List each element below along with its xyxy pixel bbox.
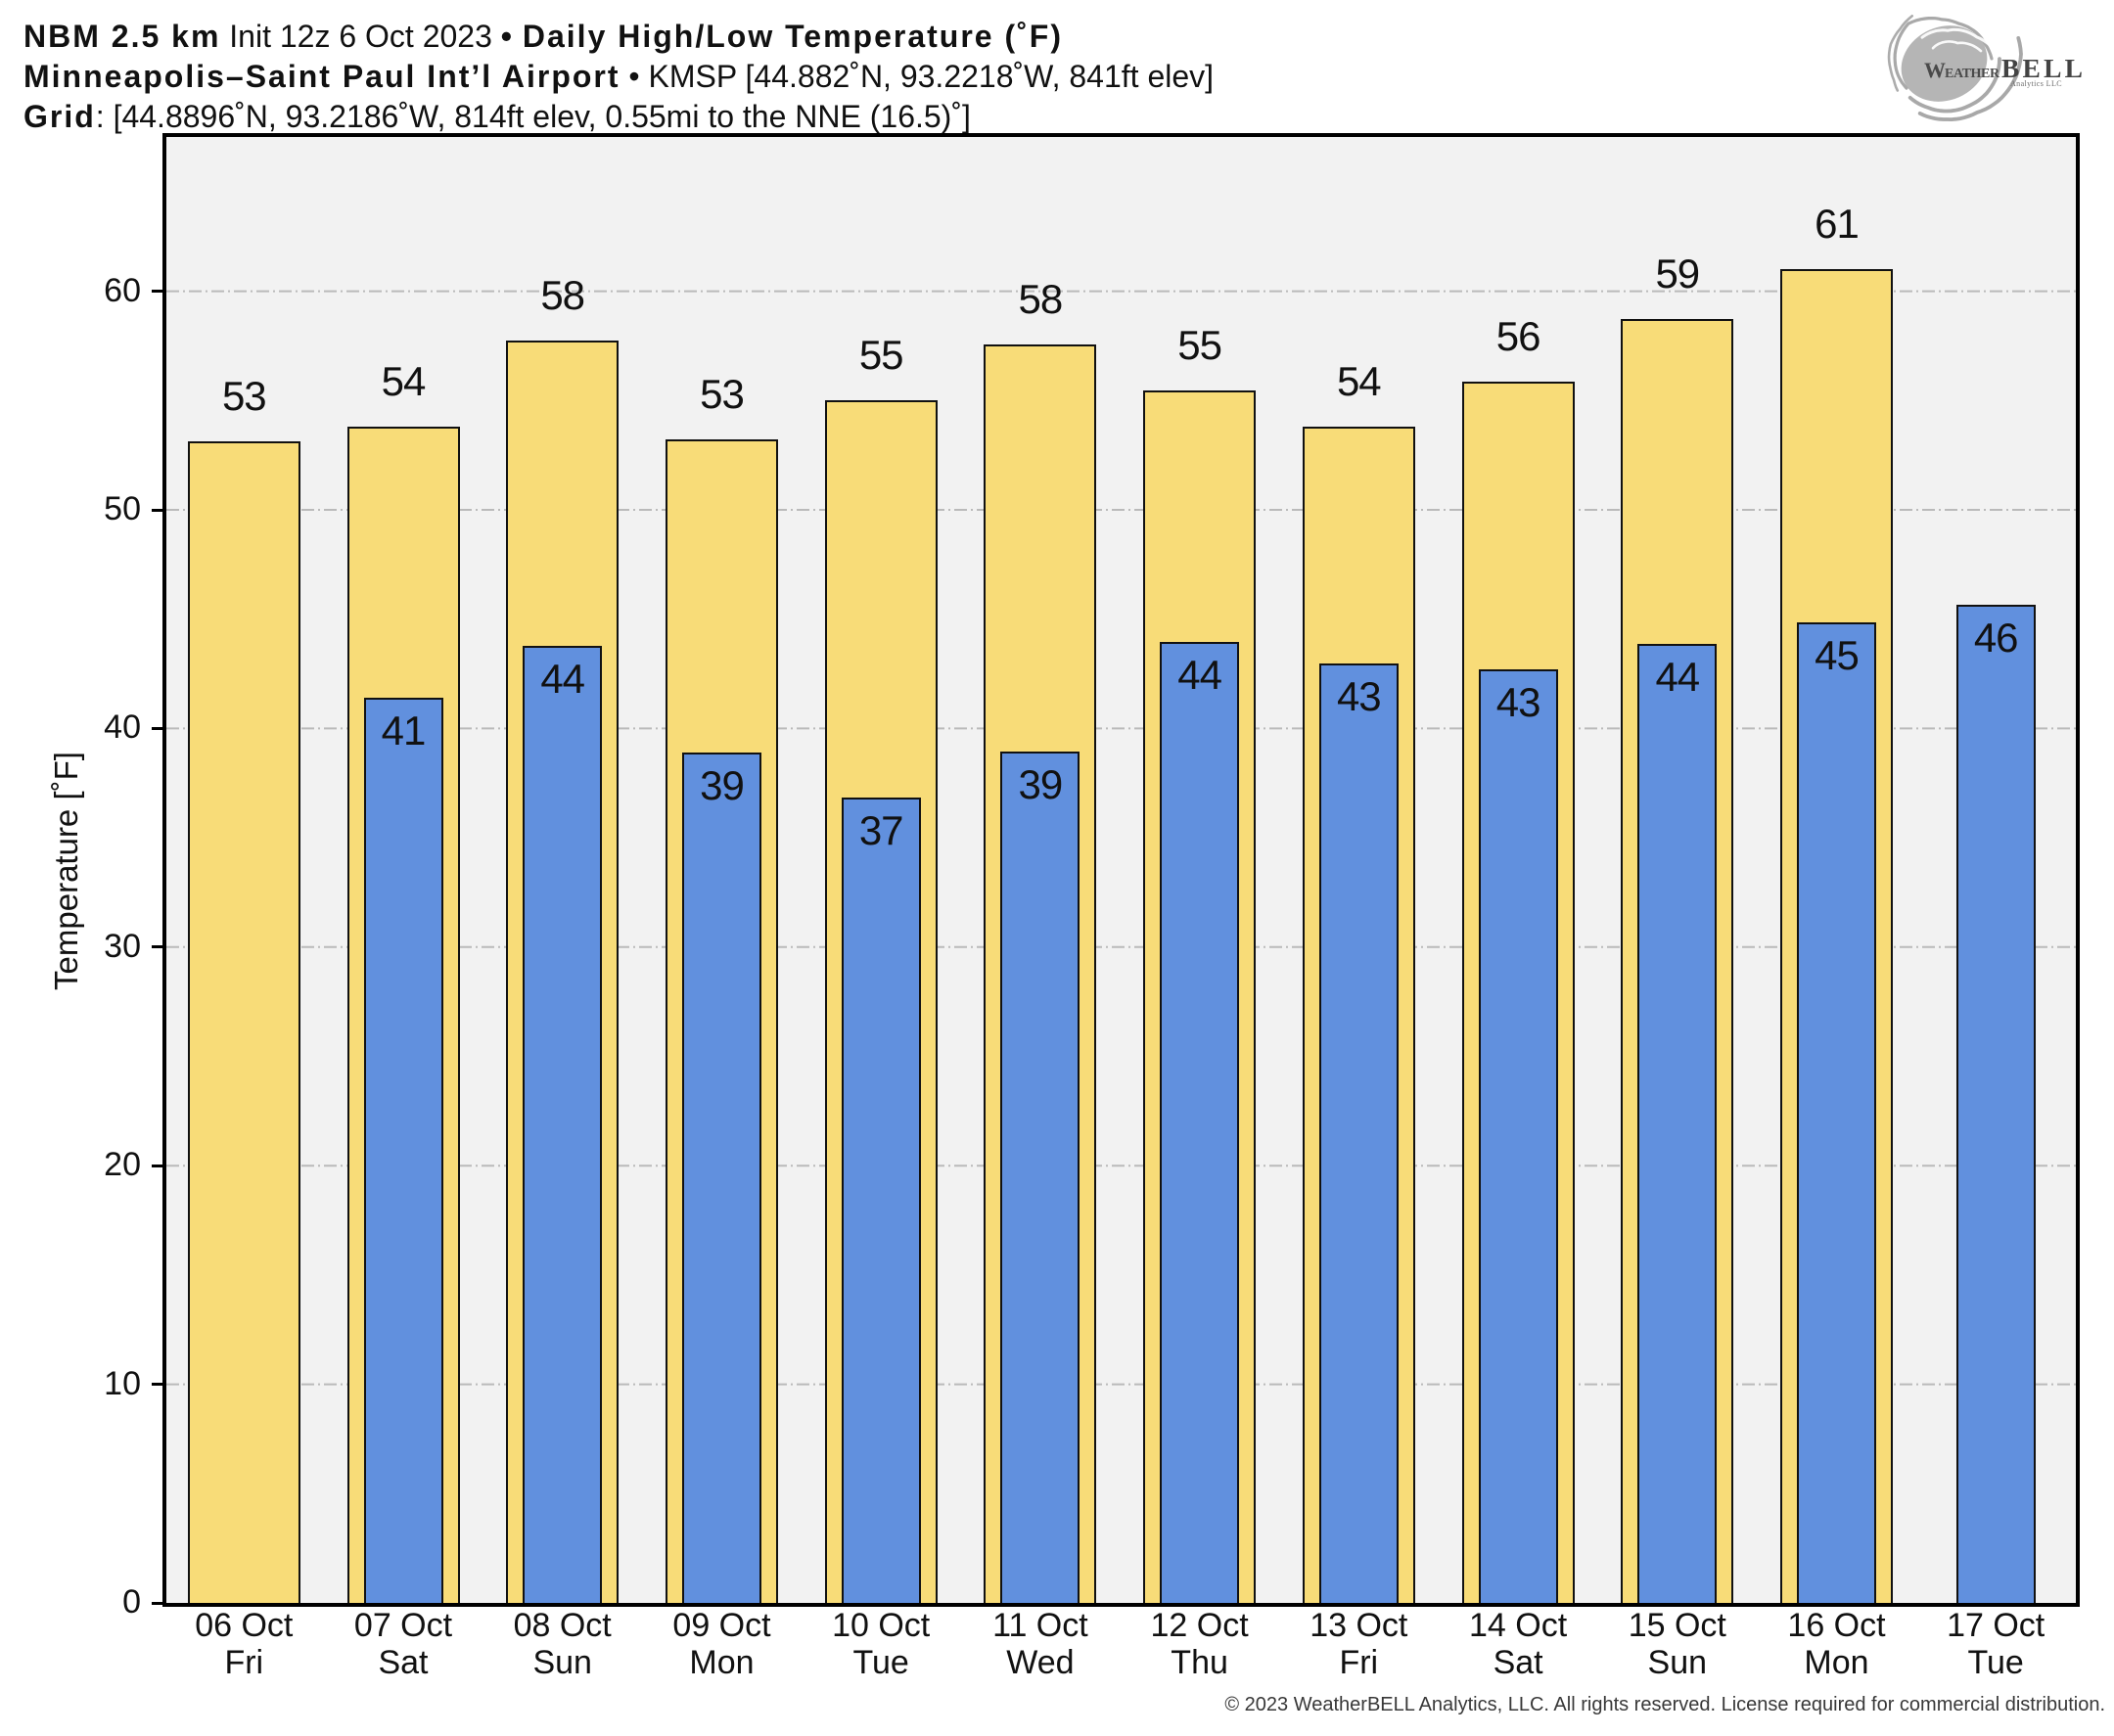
- svg-text:BELL: BELL: [2001, 53, 2086, 83]
- svg-text:Analytics LLC: Analytics LLC: [2010, 79, 2062, 88]
- svg-text:WEATHER: WEATHER: [1924, 58, 2000, 82]
